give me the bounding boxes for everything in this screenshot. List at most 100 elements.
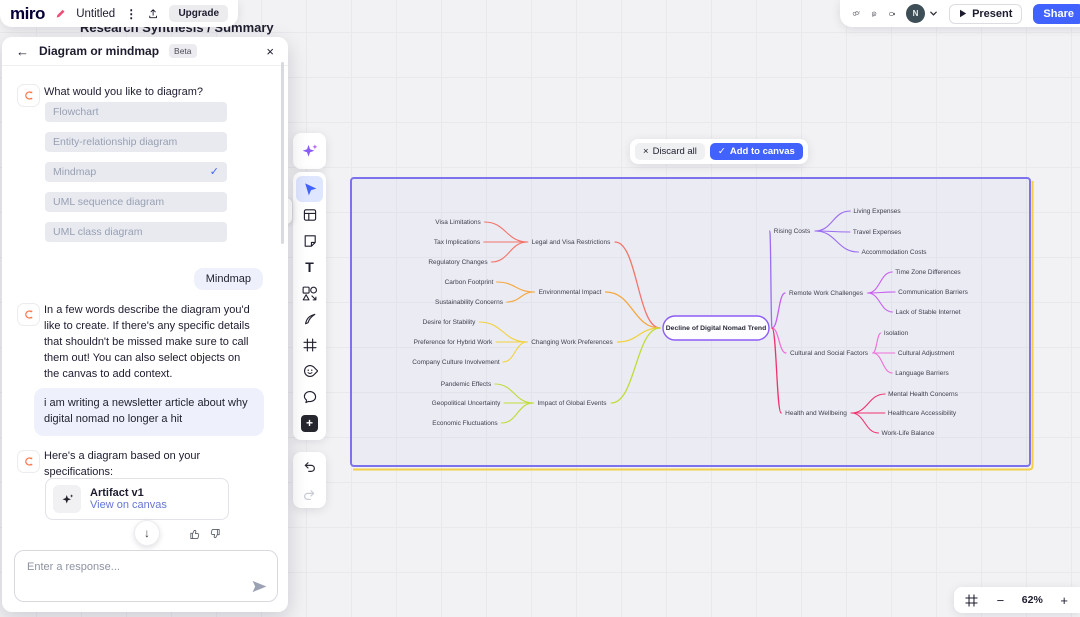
undo-icon: [304, 461, 315, 472]
mindmap-node[interactable]: Healthcare Accessibility: [888, 410, 957, 417]
ai-tools-bar: [293, 133, 326, 169]
top-right-toolbar: N Present Share: [840, 0, 1080, 27]
templates-tool[interactable]: [296, 202, 323, 228]
mindmap-node[interactable]: Geopolitical Uncertainty: [432, 400, 501, 407]
mindmap-node[interactable]: Decline of Digital Nomad Trend: [666, 325, 766, 332]
back-arrow-icon[interactable]: ←: [16, 43, 29, 59]
mindmap-root-node[interactable]: [662, 315, 770, 341]
text-tool[interactable]: T: [296, 254, 323, 280]
more-tools[interactable]: +: [296, 410, 323, 436]
option-mindmap[interactable]: ✓ Mindmap: [45, 162, 227, 182]
video-camera-icon[interactable]: [888, 6, 896, 22]
mindmap-node[interactable]: Legal and Visa Restrictions: [532, 239, 611, 246]
text-icon: T: [305, 259, 314, 275]
mindmap-node[interactable]: Carbon Footprint: [445, 279, 494, 286]
response-input[interactable]: [15, 551, 277, 601]
templates-icon: [303, 209, 316, 221]
mindmap-node[interactable]: Rising Costs: [774, 228, 811, 235]
mindmap-node[interactable]: Lack of Stable Internet: [895, 309, 960, 316]
zoom-level[interactable]: 62%: [1021, 594, 1043, 606]
frame-tool[interactable]: [296, 332, 323, 358]
thumbs-up-icon[interactable]: [188, 527, 202, 541]
beta-badge: Beta: [169, 44, 197, 58]
mindmap-node[interactable]: Regulatory Changes: [428, 259, 488, 266]
mindmap-node[interactable]: Work-Life Balance: [882, 430, 935, 437]
sticky-note-icon: [304, 235, 316, 247]
response-input-wrapper: [14, 550, 278, 602]
option-uml-class[interactable]: UML class diagram: [45, 222, 227, 242]
view-on-canvas-link[interactable]: View on canvas: [90, 499, 167, 511]
export-icon[interactable]: [147, 7, 159, 21]
mindmap-node[interactable]: Cultural and Social Factors: [790, 350, 869, 357]
diagram-mindmap-panel: ← Diagram or mindmap Beta × What would y…: [2, 37, 288, 612]
option-flowchart[interactable]: Flowchart: [45, 102, 227, 122]
option-uml-sequence[interactable]: UML sequence diagram: [45, 192, 227, 212]
send-icon[interactable]: [251, 579, 268, 594]
artifact-card[interactable]: Artifact v1 View on canvas: [45, 478, 229, 520]
chat-icon[interactable]: [871, 5, 877, 23]
undo-button[interactable]: [296, 453, 323, 479]
mindmap-node[interactable]: Visa Limitations: [435, 219, 481, 226]
discard-all-button[interactable]: × Discard all: [635, 143, 705, 160]
mindmap-node[interactable]: Remote Work Challenges: [789, 290, 864, 297]
board-title[interactable]: Untitled: [76, 7, 116, 20]
thumbs-down-icon[interactable]: [208, 527, 222, 541]
user-reply-mindmap: Mindmap: [193, 268, 263, 290]
ai-message-1: What would you like to diagram?: [44, 86, 203, 98]
mindmap-node[interactable]: Health and Wellbeing: [785, 410, 847, 417]
zoom-out-button[interactable]: −: [996, 592, 1005, 608]
user-menu[interactable]: N: [906, 4, 938, 23]
option-er-diagram[interactable]: Entity-relationship diagram: [45, 132, 227, 152]
redo-button[interactable]: [296, 481, 323, 507]
miro-logo[interactable]: miro: [10, 3, 45, 23]
mindmap-node[interactable]: Company Culture Involvement: [412, 359, 500, 366]
panel-scrollbar[interactable]: [281, 62, 284, 244]
scroll-down-button[interactable]: ↓: [134, 520, 160, 546]
artifact-title: Artifact v1: [90, 487, 144, 499]
mindmap-node[interactable]: Tax Implications: [434, 239, 481, 246]
mindmap-node[interactable]: Language Barriers: [895, 370, 949, 377]
mindmap-node[interactable]: Mental Health Concerns: [888, 391, 958, 398]
zoom-in-button[interactable]: +: [1060, 592, 1068, 608]
fit-to-screen-icon[interactable]: [964, 593, 979, 608]
edit-pencil-icon[interactable]: [55, 7, 66, 20]
reactions-icon[interactable]: [852, 5, 861, 22]
avatar[interactable]: N: [906, 4, 926, 23]
upgrade-button[interactable]: Upgrade: [169, 5, 228, 22]
mindmap-node[interactable]: Isolation: [884, 330, 909, 337]
mindmap-node[interactable]: Cultural Adjustment: [898, 350, 955, 357]
mindmap-node[interactable]: Economic Fluctuations: [432, 420, 498, 427]
mindmap-node[interactable]: Changing Work Preferences: [531, 339, 613, 346]
mindmap-node[interactable]: Preference for Hybrid Work: [414, 339, 493, 346]
mindmap-node[interactable]: Accommodation Costs: [861, 249, 927, 256]
mindmap-node[interactable]: Environmental Impact: [539, 289, 602, 296]
mindmap-node[interactable]: Pandemic Effects: [441, 381, 492, 388]
mindmap-node[interactable]: Time Zone Differences: [895, 269, 961, 276]
mindmap-node[interactable]: Sustainability Concerns: [435, 299, 504, 306]
frame-icon: [302, 338, 317, 352]
shapes-tool[interactable]: [296, 280, 323, 306]
mindmap-node[interactable]: Living Expenses: [853, 208, 901, 215]
plus-icon: +: [301, 414, 318, 432]
share-button[interactable]: Share: [1033, 3, 1080, 24]
comment-icon: [303, 391, 316, 404]
zoom-bar: − 62% +: [954, 587, 1080, 613]
add-to-canvas-button[interactable]: ✓ Add to canvas: [709, 143, 803, 160]
comment-tool[interactable]: [296, 384, 323, 410]
mindmap-node[interactable]: Desire for Stability: [423, 319, 476, 326]
close-icon: ×: [643, 146, 649, 157]
mindmap-node[interactable]: Impact of Global Events: [537, 400, 607, 407]
ai-assistant-avatar: [17, 450, 40, 473]
ai-message-3: Here's a diagram based on your specifica…: [44, 450, 201, 478]
select-tool[interactable]: [296, 176, 323, 202]
mindmap-node[interactable]: Communication Barriers: [898, 289, 968, 296]
pen-tool[interactable]: [296, 306, 323, 332]
sticker-tool[interactable]: [296, 358, 323, 384]
mindmap-node[interactable]: Travel Expenses: [853, 229, 902, 236]
present-button[interactable]: Present: [949, 3, 1023, 24]
board-menu-icon[interactable]: ⋮: [125, 6, 138, 21]
ai-sparkles-icon[interactable]: [296, 138, 323, 164]
close-icon[interactable]: ×: [266, 43, 274, 59]
sticky-note-tool[interactable]: [296, 228, 323, 254]
